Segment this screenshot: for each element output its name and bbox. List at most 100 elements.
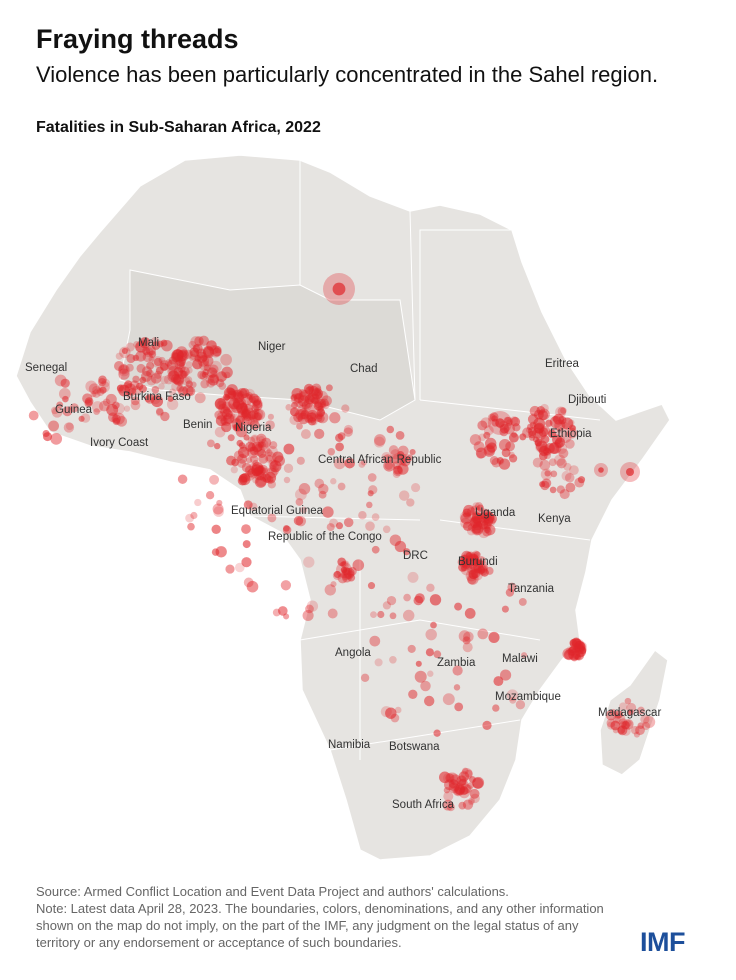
event-dot xyxy=(155,366,164,375)
event-dot xyxy=(215,415,227,427)
event-dot xyxy=(290,407,300,417)
country-label: Burundi xyxy=(458,556,498,568)
event-dot xyxy=(306,600,319,612)
event-dot xyxy=(151,356,164,368)
event-dot xyxy=(476,504,485,512)
event-dot xyxy=(84,397,94,406)
event-dot xyxy=(556,485,565,494)
country-label: DRC xyxy=(403,550,428,562)
event-dot xyxy=(340,561,347,568)
event-dot xyxy=(340,566,348,574)
event-dot xyxy=(142,351,153,363)
event-dot xyxy=(136,363,146,373)
event-dot xyxy=(146,369,154,378)
event-dot xyxy=(257,441,264,448)
event-dot xyxy=(343,517,354,528)
event-dot xyxy=(198,335,209,346)
event-dot xyxy=(155,407,164,416)
event-dot xyxy=(150,373,162,384)
event-dot xyxy=(612,727,620,734)
event-dot xyxy=(135,340,147,353)
event-dot xyxy=(153,357,163,367)
event-dot xyxy=(554,454,566,466)
event-dot xyxy=(229,413,240,424)
event-dot xyxy=(624,697,632,705)
event-dot xyxy=(489,412,499,422)
event-dot xyxy=(172,374,185,386)
event-dot xyxy=(598,467,604,473)
event-dot xyxy=(535,440,548,453)
event-dot xyxy=(116,415,128,427)
event-dot xyxy=(337,557,347,567)
event-dot xyxy=(371,545,380,554)
event-dot xyxy=(343,427,353,437)
event-dot xyxy=(253,408,260,415)
event-dot xyxy=(577,476,586,484)
event-dot xyxy=(402,609,415,622)
event-dot xyxy=(268,465,277,473)
event-dot xyxy=(246,392,253,399)
event-dot xyxy=(267,413,274,420)
event-dot xyxy=(285,404,292,411)
event-dot xyxy=(420,680,431,692)
event-dot xyxy=(296,422,303,430)
event-dot xyxy=(392,465,404,477)
event-dot xyxy=(406,454,414,461)
event-dot xyxy=(464,608,476,619)
event-dot xyxy=(556,427,564,434)
event-dot xyxy=(187,522,195,531)
event-dot xyxy=(214,426,226,438)
event-dot xyxy=(269,441,278,450)
event-dot xyxy=(472,776,485,789)
country-label: Angola xyxy=(335,647,371,659)
event-dot xyxy=(515,700,526,710)
event-dot xyxy=(415,660,422,667)
event-dot xyxy=(245,416,256,426)
event-dot xyxy=(69,403,79,413)
event-dot xyxy=(225,564,235,574)
event-dot xyxy=(202,355,214,367)
event-dot xyxy=(563,649,575,661)
event-dot xyxy=(609,708,617,716)
event-dot xyxy=(258,454,269,464)
event-dot xyxy=(360,673,370,683)
event-dot xyxy=(470,505,481,516)
event-dot xyxy=(249,409,259,420)
event-dot xyxy=(65,422,74,431)
event-dot xyxy=(398,490,410,501)
event-dot xyxy=(236,414,245,423)
event-dot xyxy=(176,350,188,361)
event-dot xyxy=(464,769,473,778)
event-dot xyxy=(249,411,262,423)
event-dot xyxy=(409,448,416,456)
event-dot xyxy=(190,511,198,520)
event-dot xyxy=(166,398,179,410)
event-dot xyxy=(190,381,197,388)
event-dot xyxy=(473,441,485,453)
event-dot xyxy=(614,710,623,719)
country-label: Chad xyxy=(350,363,378,375)
event-dot xyxy=(643,716,656,728)
event-dot xyxy=(186,367,193,374)
event-dot xyxy=(463,504,475,517)
event-dot xyxy=(382,525,391,534)
country-label: Djibouti xyxy=(568,394,606,406)
event-dot xyxy=(311,387,323,400)
event-dot xyxy=(537,410,549,421)
event-dot xyxy=(414,670,427,683)
event-dot xyxy=(507,582,517,592)
event-dot xyxy=(251,464,263,476)
country-label: Ivory Coast xyxy=(90,437,149,449)
event-dot xyxy=(211,548,220,556)
event-dot xyxy=(388,445,399,455)
country-label: Namibia xyxy=(328,739,371,751)
event-dot xyxy=(442,799,454,811)
event-dot xyxy=(196,348,206,359)
event-dot xyxy=(471,569,483,581)
country-label: Kenya xyxy=(538,513,571,525)
event-dot xyxy=(200,379,210,389)
event-dot xyxy=(92,385,101,395)
event-dot xyxy=(473,558,481,567)
event-dot xyxy=(493,676,504,687)
event-dot xyxy=(316,390,328,403)
